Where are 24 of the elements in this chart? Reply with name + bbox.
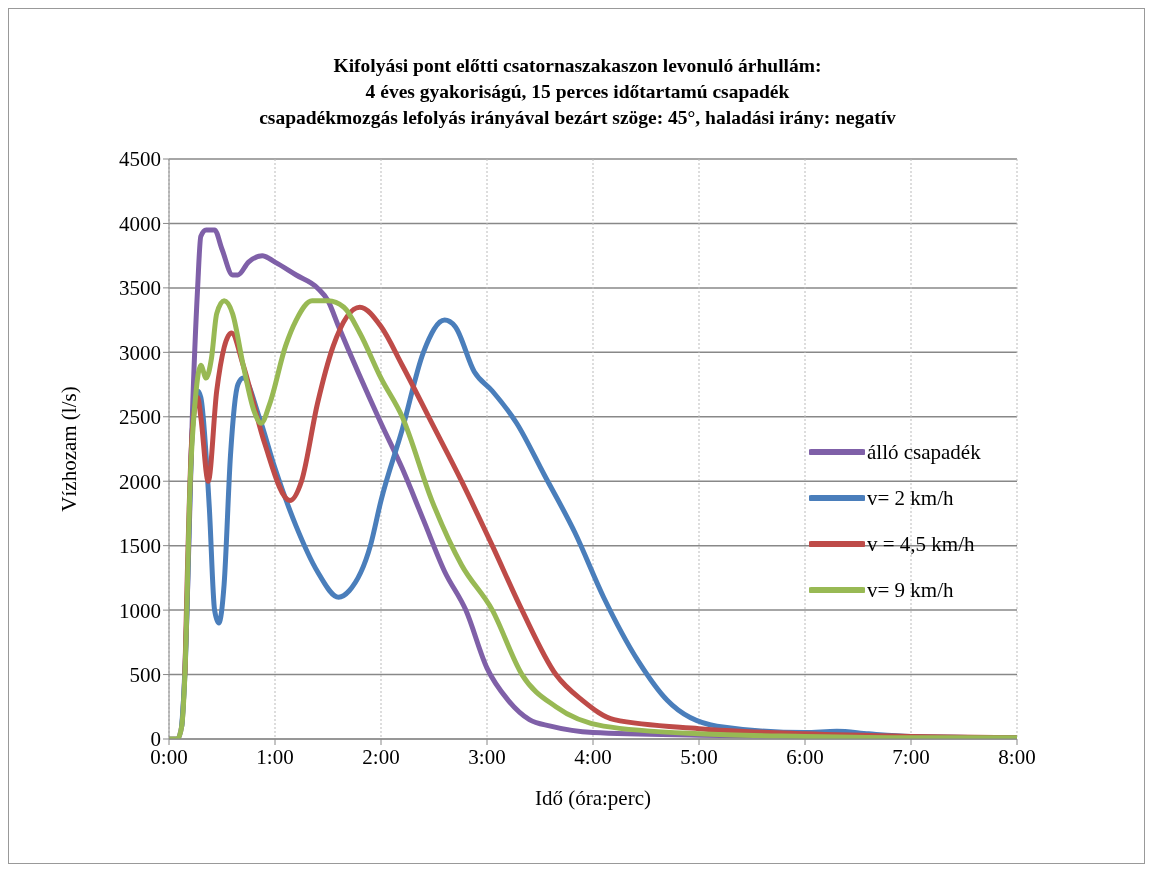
legend-label: v = 4,5 km/h bbox=[867, 531, 975, 557]
y-tick-label: 1500 bbox=[119, 534, 161, 559]
y-tick-label: 3000 bbox=[119, 340, 161, 365]
x-tick-label: 2:00 bbox=[362, 744, 400, 769]
legend-label: v= 2 km/h bbox=[867, 485, 954, 511]
x-tick-label: 5:00 bbox=[680, 744, 718, 769]
legend-label: álló csapadék bbox=[867, 439, 981, 465]
y-tick-label: 2500 bbox=[119, 405, 161, 430]
chart-title: Kifolyási pont előtti csatornaszakaszon levonuló árhullám: 4 éves gyakoriságú, 15 perces időtartamú csapadék csapadékmozgás lefolyás irányával bezárt szöge: 45°, haladási irány: negatív bbox=[258, 54, 897, 130]
x-tick-label: 7:00 bbox=[892, 744, 930, 769]
x-tick-label: 1:00 bbox=[256, 744, 294, 769]
y-tick-label: 1000 bbox=[119, 598, 161, 623]
legend-label: v= 9 km/h bbox=[867, 577, 954, 603]
y-tick-label: 4000 bbox=[119, 211, 161, 236]
y-tick-label: 500 bbox=[129, 663, 161, 688]
x-tick-label: 3:00 bbox=[468, 744, 506, 769]
y-tick-label: 2000 bbox=[119, 469, 161, 494]
y-tick-label: 3500 bbox=[119, 276, 161, 301]
x-tick-label: 4:00 bbox=[574, 744, 612, 769]
y-tick-label: 4500 bbox=[119, 147, 161, 172]
x-axis-title: Idő (óra:perc) bbox=[534, 786, 652, 810]
x-tick-label: 8:00 bbox=[998, 744, 1036, 769]
x-tick-label: 6:00 bbox=[786, 744, 824, 769]
y-axis-title: Vízhozam (l/s) bbox=[57, 386, 82, 512]
